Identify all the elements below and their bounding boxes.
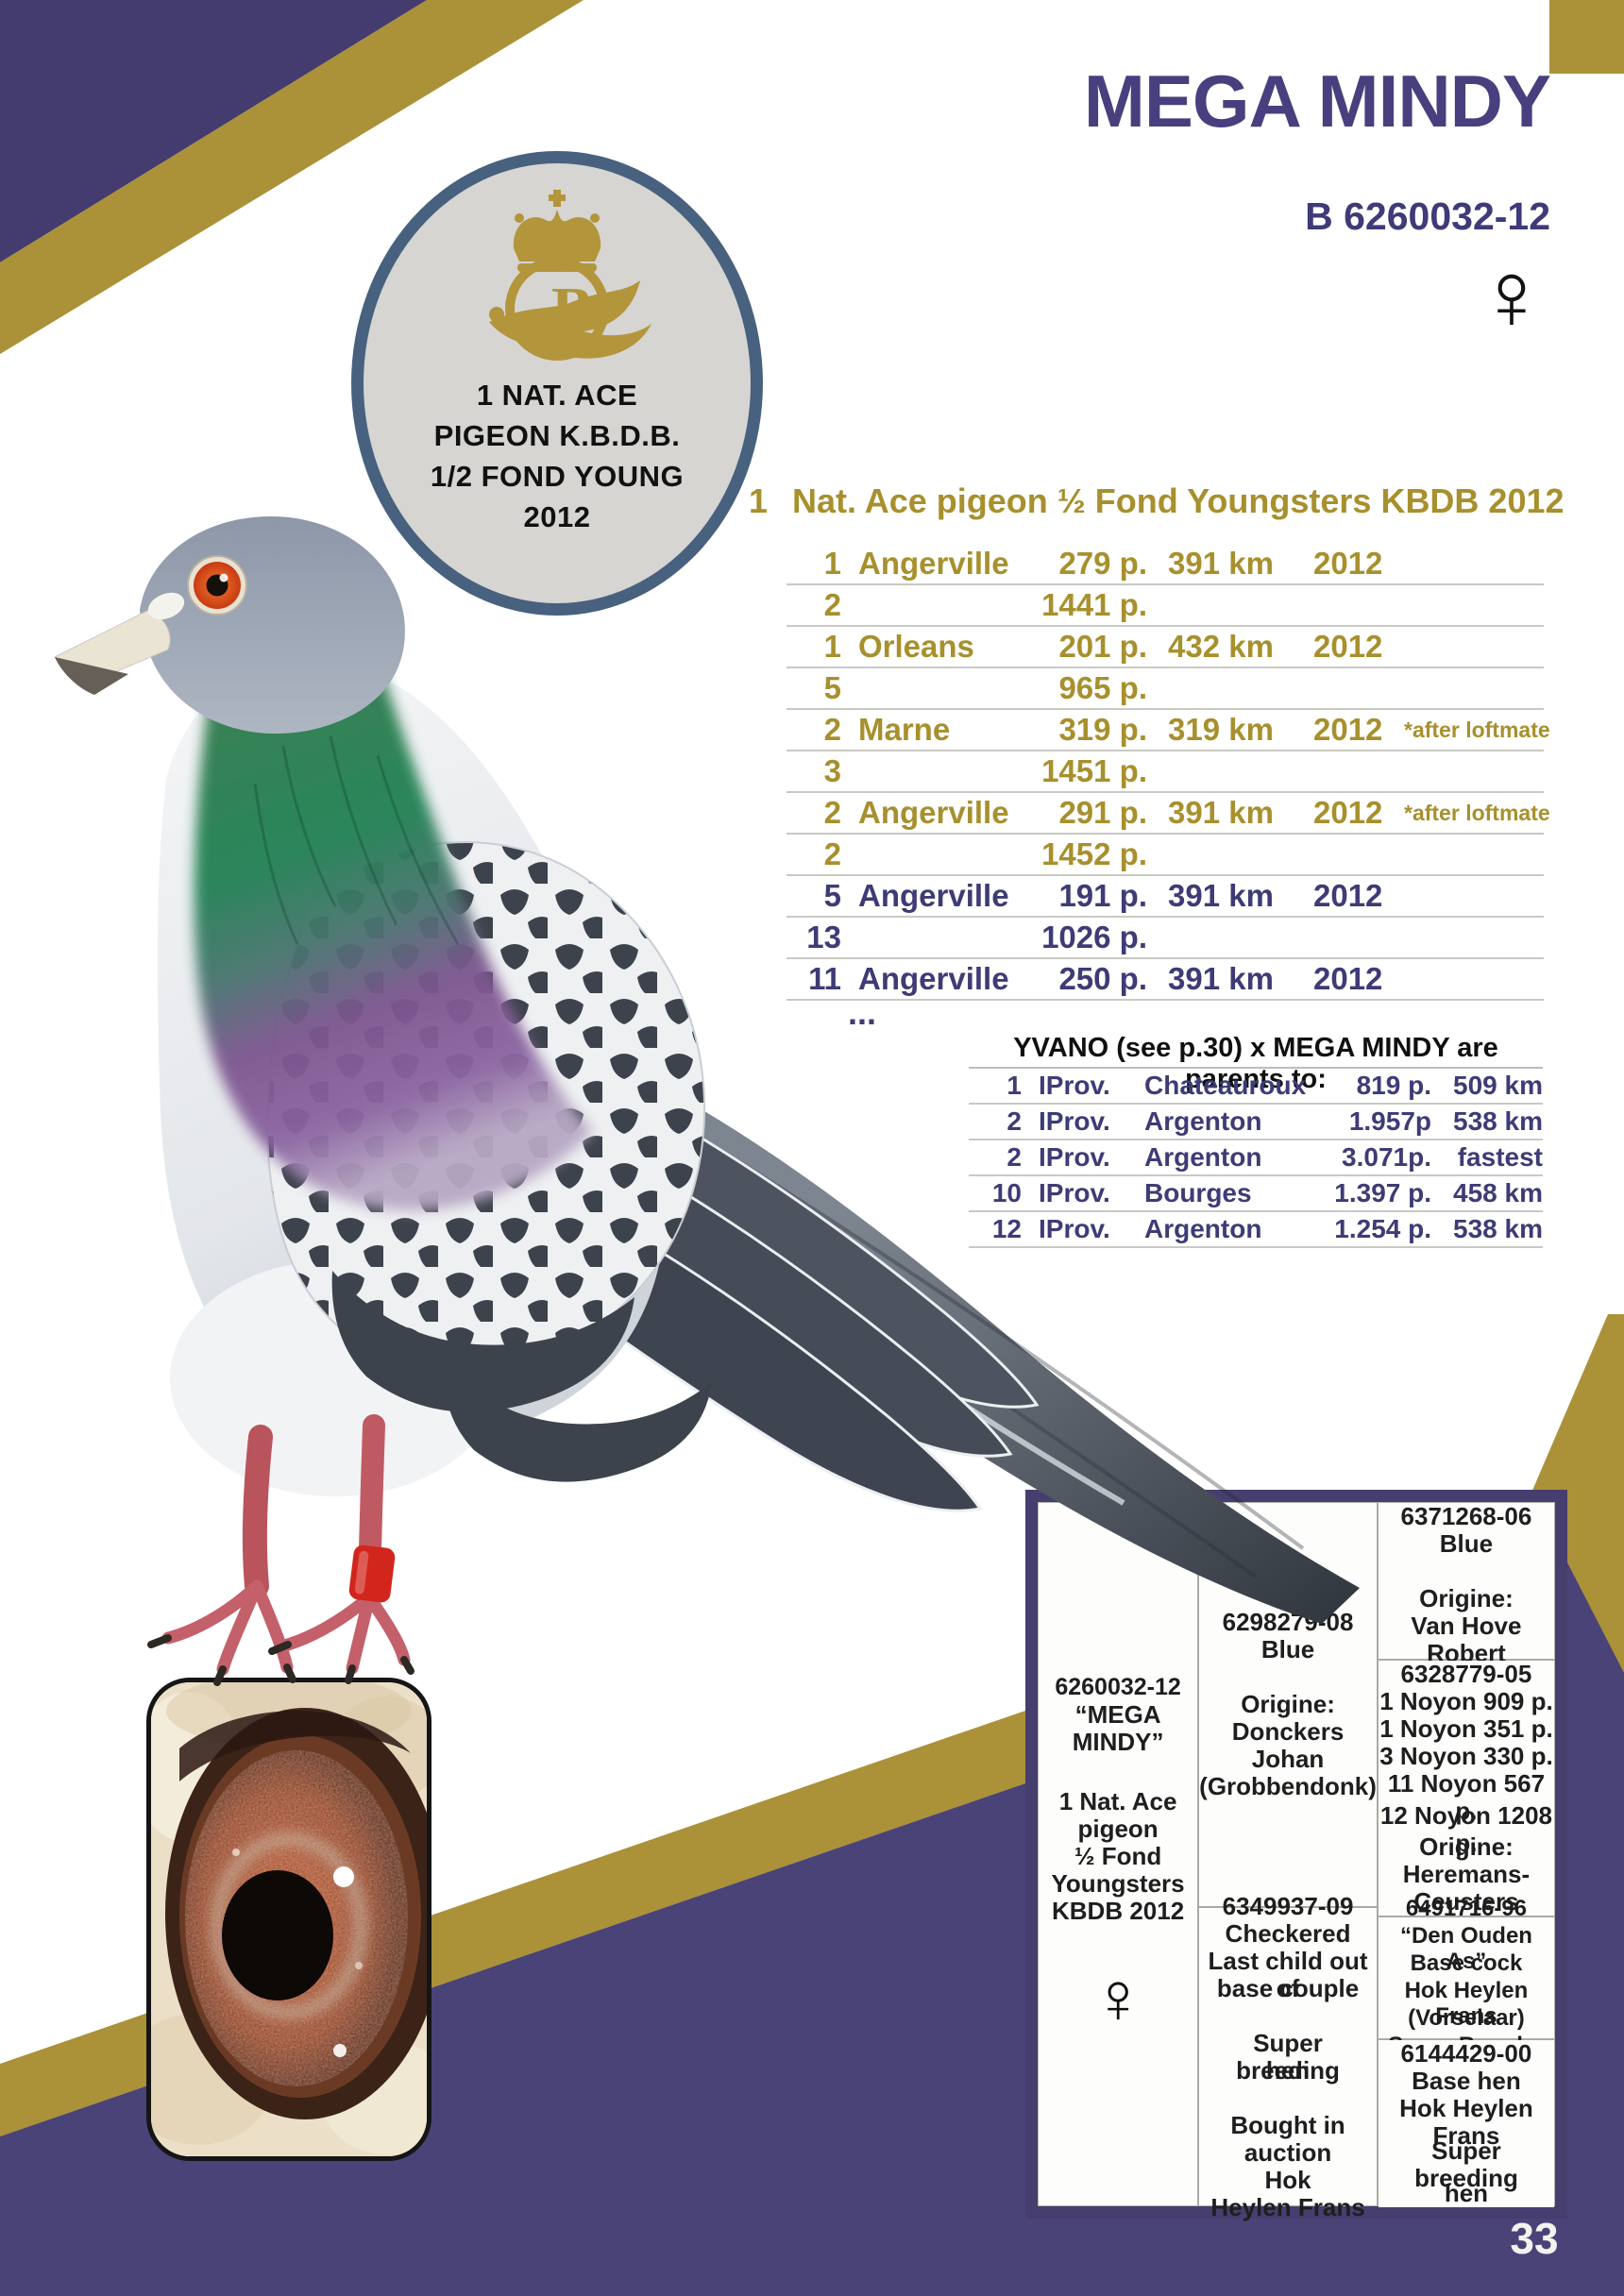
pedigree-frame: 6260032-12 “MEGA MINDY” 1 Nat. Ace pigeo… <box>1025 1490 1567 2220</box>
pigeon-eye-photo <box>146 1678 431 2161</box>
subject-title-line: Youngsters <box>1051 1869 1185 1898</box>
ace-pigeon-badge: B 1 NAT. ACE PIGEON K.B.D.B. 1/2 FOND YO… <box>351 151 763 616</box>
badge-line: 1 NAT. ACE <box>476 379 638 412</box>
dam-ring: 6349937-09 <box>1222 1891 1354 1920</box>
page-title: MEGA MINDY <box>1083 59 1551 143</box>
kbdb-crown-logo-icon: B <box>489 190 651 361</box>
offspring-row: 2 IProv. Argenton 3.071p. fastest <box>969 1140 1543 1176</box>
subject-title-line: ½ Fond <box>1074 1842 1162 1870</box>
results-heading-text: Nat. Ace pigeon ½ Fond Youngsters KBDB 2… <box>792 481 1565 520</box>
subject-title-line: 1 Nat. Ace <box>1058 1787 1177 1815</box>
offspring-row: 10 IProv. Bourges 1.397 p. 458 km <box>969 1176 1543 1212</box>
result-row: 5 Angerville 191 p. 391 km 2012 <box>787 876 1544 918</box>
results-heading: 1 Nat. Ace pigeon ½ Fond Youngsters KBDB… <box>749 481 1565 521</box>
pedigree-gp4-cell: 6144429-00 Base hen Hok Heylen Frans Sup… <box>1378 2040 1554 2207</box>
offspring-table: 1 IProv. Chateauroux 819 p. 509 km 2 IProv. Ar… <box>969 1067 1543 1248</box>
pedigree-gp2-cell: 6328779-05 1 Noyon 909 p. 1 Noyon 351 p.… <box>1378 1660 1554 1917</box>
result-row: 2 Angerville 291 p. 391 km 2012 *after loftma… <box>787 793 1550 835</box>
results-ellipsis: ... <box>848 993 877 1032</box>
result-row: 11 Angerville 250 p. 391 km 2012 <box>787 959 1544 1001</box>
pedigree-gp1-cell: 6371268-06 Blue Origine: Van Hove Robert <box>1378 1503 1554 1667</box>
page-number: 33 <box>1510 2214 1559 2263</box>
pedigree-grandparents-column: 6371268-06 Blue Origine: Van Hove Robert… <box>1376 1503 1554 2207</box>
offspring-row: 1 IProv. Chateauroux 819 p. 509 km <box>969 1069 1543 1105</box>
pedigree-gp3-cell: 6491716-96 “Den Ouden As” Base cock Hok … <box>1378 1896 1554 2058</box>
subject-title-line: pigeon <box>1077 1815 1159 1843</box>
subject-ring: 6260032-12 <box>1055 1674 1181 1700</box>
result-row: 13 1026 p. <box>787 918 1544 959</box>
subject-name: “MEGA MINDY” <box>1072 1700 1164 1756</box>
results-heading-rank: 1 <box>749 481 769 520</box>
offspring-heading: YVANO (see p.30) x MEGA MINDY are parent… <box>1013 1033 1498 1094</box>
badge-line: 2012 <box>523 500 591 533</box>
subject-title-line: KBDB 2012 <box>1051 1897 1185 1925</box>
female-icon: ♀ <box>1091 1958 1145 2038</box>
ring-number: B 6260032-12 <box>1305 194 1550 238</box>
offspring-row: 12 IProv. Argenton 1.254 p. 538 km <box>969 1212 1543 1248</box>
result-row: 2 1441 p. <box>787 585 1544 627</box>
female-icon: ♀ <box>1475 242 1548 349</box>
pedigree-table: 6260032-12 “MEGA MINDY” 1 Nat. Ace pigeo… <box>1038 1502 1555 2220</box>
result-row: 1 Orleans 201 p. 432 km 2012 <box>787 627 1544 668</box>
badge-line: 1/2 FOND YOUNG <box>430 460 685 493</box>
results-table: 1 Angerville 279 p. 391 km 2012 2 1441 p. 1 Or… <box>787 544 1550 1001</box>
offspring-row: 2 IProv. Argenton 1.957p 538 km <box>969 1105 1543 1140</box>
result-row: 5 965 p. <box>787 668 1544 710</box>
result-row: 3 1451 p. <box>787 751 1544 793</box>
result-row: 2 Marne 319 p. 319 km 2012 *after loftmate <box>787 710 1550 751</box>
result-row: 1 Angerville 279 p. 391 km 2012 <box>787 544 1544 585</box>
badge-line: PIGEON K.B.D.B. <box>433 419 681 452</box>
result-row: 2 1452 p. <box>787 835 1544 876</box>
pigeon-photo <box>53 515 1360 1686</box>
pedigree-dam-cell: 6349937-09 Checkered Last child out of b… <box>1199 1892 1377 2220</box>
pedigree-subject-cell: 6260032-12 “MEGA MINDY” 1 Nat. Ace pigeo… <box>1039 1503 1198 2205</box>
